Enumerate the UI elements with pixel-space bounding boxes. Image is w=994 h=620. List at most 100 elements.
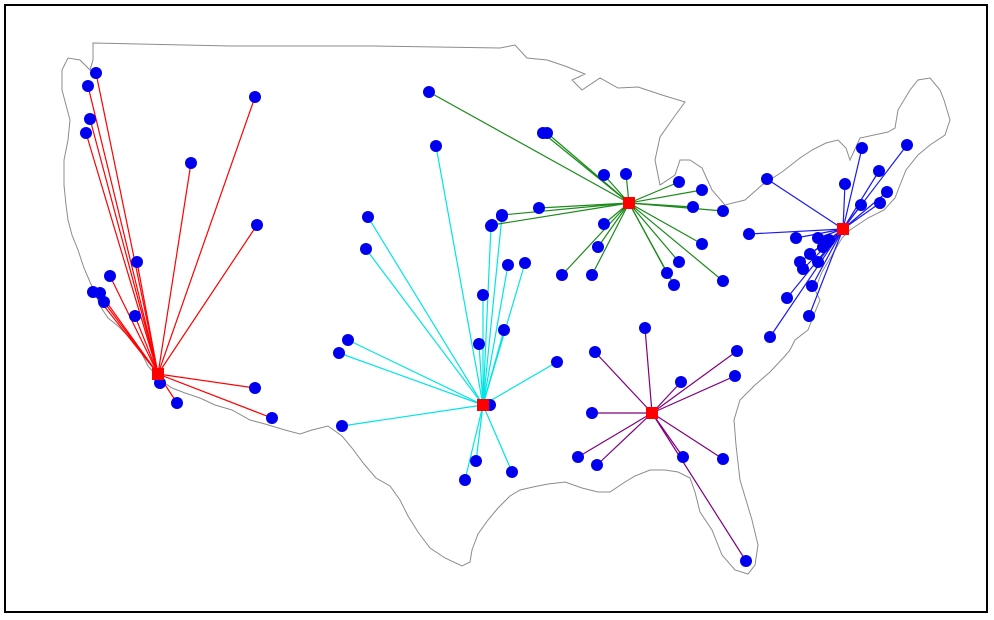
central-link	[464, 404, 484, 481]
central-link	[365, 248, 484, 406]
central-link	[338, 352, 484, 406]
midwest-node	[661, 267, 673, 279]
southeast-node	[677, 451, 689, 463]
northeast-node	[804, 248, 816, 260]
central-node	[360, 243, 372, 255]
central-node	[362, 211, 374, 223]
central-node	[477, 289, 489, 301]
central-node	[551, 356, 563, 368]
midwest-node	[696, 184, 708, 196]
midwest-node	[696, 238, 708, 250]
northeast-node	[797, 263, 809, 275]
northeast-node	[856, 142, 868, 154]
central-link	[475, 404, 484, 462]
southeast-link	[577, 412, 653, 458]
central-link	[482, 361, 558, 406]
west-node	[104, 270, 116, 282]
southeast-node	[729, 370, 741, 382]
northeast-node	[901, 139, 913, 151]
southeast-node	[589, 346, 601, 358]
midwest-link	[628, 189, 703, 204]
midwest-link	[501, 202, 630, 216]
midwest-node	[486, 219, 498, 231]
central-link	[341, 404, 484, 427]
central-node	[459, 474, 471, 486]
southeast-node	[717, 453, 729, 465]
southeast-node	[731, 345, 743, 357]
northeast-node	[874, 197, 886, 209]
west-link	[157, 373, 273, 419]
west-link	[95, 72, 159, 375]
midwest-node	[496, 209, 508, 221]
northeast-node	[881, 186, 893, 198]
central-node	[333, 347, 345, 359]
southeast-link	[644, 327, 653, 414]
west-link	[134, 315, 159, 375]
northeast-node	[873, 165, 885, 177]
southeast-link	[651, 350, 738, 414]
southeast-link	[651, 375, 736, 414]
northeast-node	[806, 280, 818, 292]
central-link	[482, 215, 503, 406]
northeast-node	[781, 292, 793, 304]
west-node	[131, 256, 143, 268]
west-hub	[152, 368, 164, 380]
west-node	[98, 296, 110, 308]
west-node	[90, 67, 102, 79]
central-node	[502, 259, 514, 271]
central-node	[473, 338, 485, 350]
midwest-node	[598, 218, 610, 230]
midwest-link	[628, 202, 724, 282]
midwest-node	[687, 201, 699, 213]
west-link	[109, 275, 159, 375]
midwest-link	[628, 202, 703, 245]
west-link	[157, 162, 192, 375]
west-node	[129, 310, 141, 322]
southeast-link	[651, 412, 724, 460]
midwest-node	[423, 86, 435, 98]
central-link	[435, 145, 484, 406]
northeast-link	[842, 147, 863, 230]
central-link	[482, 404, 513, 473]
west-link	[103, 301, 159, 375]
central-node	[519, 257, 531, 269]
midwest-link	[546, 132, 630, 204]
southeast-link	[651, 412, 747, 562]
northeast-link	[766, 178, 844, 230]
midwest-link	[628, 202, 680, 263]
midwest-link	[597, 202, 630, 248]
central-link	[482, 264, 509, 406]
midwest-node	[717, 275, 729, 287]
midwest-node	[592, 241, 604, 253]
southeast-node	[639, 322, 651, 334]
west-node	[249, 91, 261, 103]
west-node	[80, 127, 92, 139]
west-link	[157, 96, 256, 375]
west-node	[266, 412, 278, 424]
midwest-node	[668, 279, 680, 291]
southeast-node	[740, 555, 752, 567]
central-link	[478, 343, 484, 406]
central-link	[367, 216, 484, 406]
midwest-node	[586, 269, 598, 281]
central-node	[336, 420, 348, 432]
northeast-node	[817, 241, 829, 253]
west-link	[87, 85, 159, 375]
southeast-link	[594, 351, 653, 414]
midwest-node	[598, 169, 610, 181]
southeast-node	[586, 407, 598, 419]
midwest-node	[541, 127, 553, 139]
midwest-node	[717, 205, 729, 217]
midwest-node	[533, 202, 545, 214]
central-node	[506, 466, 518, 478]
central-link	[482, 329, 505, 406]
southeast-node	[572, 451, 584, 463]
midwest-node	[673, 176, 685, 188]
midwest-link	[491, 202, 630, 226]
central-node	[470, 455, 482, 467]
midwest-link	[428, 91, 630, 204]
midwest-link	[628, 181, 680, 204]
west-link	[136, 261, 159, 375]
west-link	[89, 118, 159, 375]
west-node	[249, 382, 261, 394]
